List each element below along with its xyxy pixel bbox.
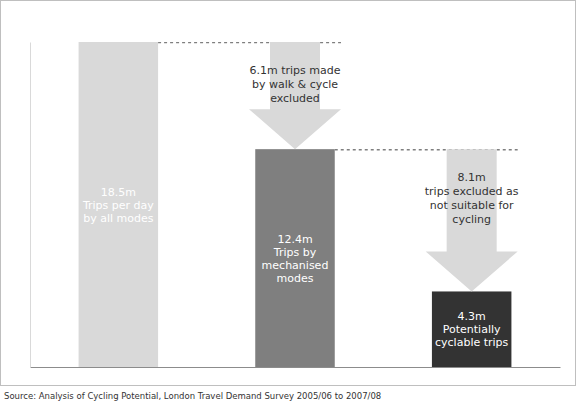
bar-label: by all modes	[83, 212, 154, 225]
arrow-label: 8.1m	[458, 171, 486, 184]
bar-label: 4.3m	[458, 310, 486, 323]
y-axis	[30, 43, 31, 368]
bar-label: modes	[277, 272, 314, 285]
chart-frame	[1, 1, 576, 386]
source: Source: Analysis of Cycling Potential, L…	[4, 391, 381, 401]
arrow	[249, 42, 341, 149]
bar-label: Potentially	[443, 323, 501, 336]
x-axis-line	[31, 367, 561, 368]
bar-label: 18.5m	[101, 186, 136, 199]
labels: 18.5mTrips per dayby all modes 12.4mTrips…	[4, 64, 519, 401]
arrow-label: not suitable for	[430, 199, 514, 212]
bar	[79, 42, 159, 367]
arrow	[426, 149, 518, 291]
arrow-label: excluded	[270, 92, 320, 105]
arrow-label: trips excluded as	[425, 185, 519, 198]
arrow-label: by walk & cycle	[252, 78, 338, 91]
bar-label: mechanised	[262, 259, 329, 272]
bar	[432, 291, 512, 367]
chart: 18.5mTrips per dayby all modes 12.4mTrips…	[0, 0, 576, 405]
bar	[255, 149, 335, 367]
plot-area	[79, 42, 518, 367]
y-axis-line	[30, 43, 31, 368]
arrow-label: cycling	[452, 213, 491, 226]
arrow-label: 6.1m trips made	[249, 64, 340, 77]
bar-label: 12.4m	[277, 233, 312, 246]
bar-label: Trips per day	[82, 199, 154, 212]
bar-label: cyclable trips	[435, 336, 509, 349]
bar-label: Trips by	[273, 246, 317, 259]
x-axis	[31, 367, 561, 368]
